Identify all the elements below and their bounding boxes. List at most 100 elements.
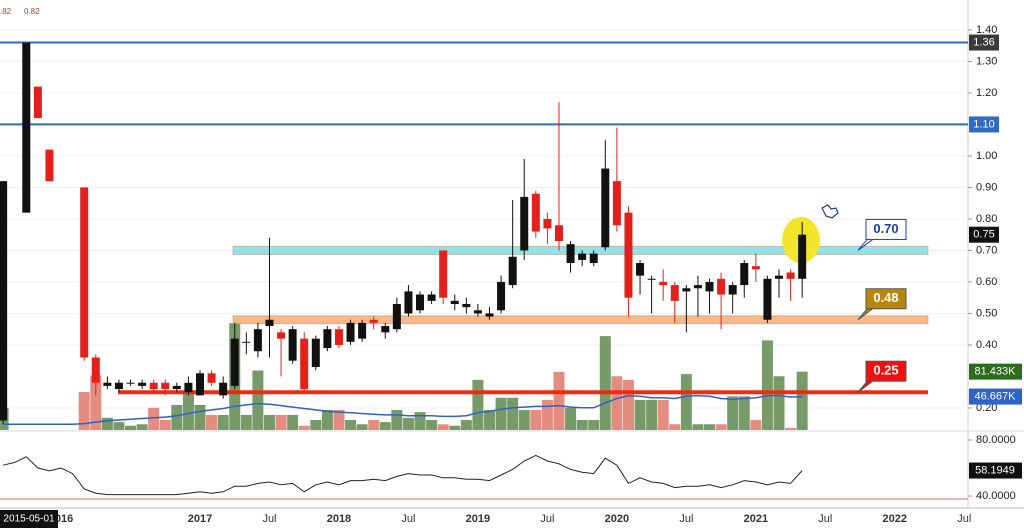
- callout-box: [865, 218, 907, 240]
- volume-badge-label: 81.433K: [975, 366, 1017, 378]
- candle-body: [207, 373, 216, 383]
- candle-body: [172, 385, 181, 390]
- x-tick-label: 2017: [188, 513, 212, 525]
- volume-bar: [356, 424, 368, 430]
- candle-body: [462, 303, 471, 308]
- volume-bar: [78, 392, 90, 430]
- candle-body: [717, 278, 726, 295]
- candle-body: [601, 168, 610, 248]
- volume-bar: [148, 407, 160, 430]
- volume-bar: [738, 396, 750, 430]
- x-tick-label: Jul: [262, 513, 276, 525]
- x-tick-label: Jul: [818, 513, 832, 525]
- volume-bar: [553, 371, 565, 430]
- volume-bar: [263, 414, 275, 430]
- callout-box: [865, 288, 907, 310]
- volume-bar: [101, 417, 113, 430]
- candle-body: [161, 382, 170, 390]
- volume-bar: [669, 424, 681, 430]
- level-badge-label: 1.36: [973, 36, 994, 48]
- volume-bar: [217, 414, 229, 430]
- y-tick-label: 0.20: [976, 402, 997, 414]
- volume-bar: [750, 419, 762, 430]
- volume-bar: [657, 399, 669, 430]
- candle-body: [45, 149, 54, 182]
- volume-bar: [391, 409, 403, 430]
- crosshair-date-box: [0, 510, 58, 528]
- candle-body: [682, 288, 691, 292]
- level-badge: [969, 34, 999, 51]
- x-tick-label: 2022: [883, 513, 907, 525]
- candle-body: [265, 319, 274, 327]
- rsi-tick-label: 80.0000: [976, 434, 1016, 446]
- volume-bar: [646, 399, 658, 430]
- y-tick-label: 1.30: [976, 55, 997, 67]
- volume-bar: [460, 419, 472, 430]
- candle-body: [578, 253, 587, 260]
- volume-bar: [472, 379, 484, 430]
- volume-bar: [611, 376, 623, 430]
- candle-body: [416, 294, 425, 311]
- rsi-pane: [2, 454, 803, 496]
- candle-body: [798, 234, 807, 279]
- candle-body: [450, 300, 459, 304]
- candle-body: [242, 341, 251, 343]
- candle-body: [404, 291, 413, 314]
- price-badge-label: 0.75: [973, 229, 994, 241]
- volume-ma-badge-label: 46.667K: [975, 390, 1017, 402]
- volume-bar: [785, 427, 797, 430]
- candle-body: [358, 322, 367, 339]
- candle-body: [114, 382, 123, 390]
- level-badge-label: 1.10: [973, 118, 994, 130]
- rsi-tick-label: 40.0000: [976, 490, 1016, 502]
- y-tick-label: 0.50: [976, 307, 997, 319]
- x-tick-label: 2020: [605, 513, 629, 525]
- volume-bar: [796, 371, 808, 430]
- callout-label: 0.48: [873, 290, 898, 305]
- volume-bar: [680, 374, 692, 430]
- x-tick-label: 2018: [327, 513, 351, 525]
- candle-body: [126, 382, 135, 384]
- candle-body: [763, 278, 772, 320]
- volume-bar: [449, 425, 461, 430]
- legend-value: 0.82: [24, 7, 40, 16]
- candle-body: [647, 278, 656, 280]
- candle-body: [786, 272, 795, 279]
- candle-body: [659, 281, 668, 286]
- candle-body: [693, 285, 702, 289]
- rsi-badge-label: 58.1949: [975, 464, 1015, 476]
- volume-bar: [704, 424, 716, 430]
- candle-body: [311, 338, 320, 367]
- candle-body: [728, 285, 737, 295]
- price-badge: [969, 226, 999, 243]
- volume-bar: [530, 409, 542, 430]
- volume-ma-line: [3, 394, 803, 426]
- volume-bar: [727, 396, 739, 430]
- level-zone: [232, 245, 929, 255]
- volume-bar: [402, 417, 414, 430]
- volume-bar: [333, 409, 345, 430]
- volume-bar: [368, 419, 380, 430]
- volume-bar: [484, 409, 495, 430]
- volume-bar: [240, 414, 252, 430]
- volume-ma-badge: [969, 388, 1022, 405]
- crosshair-date: 2015-05-01: [3, 514, 55, 525]
- volume-bar: [194, 404, 206, 430]
- volume-bar: [426, 419, 438, 430]
- candle-body: [277, 332, 286, 339]
- volume-bar: [321, 409, 333, 430]
- candle-body: [543, 218, 552, 229]
- candle-body: [775, 275, 783, 279]
- candle-body: [381, 326, 390, 333]
- candle-body: [80, 187, 89, 358]
- candle-body: [589, 253, 598, 264]
- candle-body: [427, 294, 436, 301]
- candle-body: [497, 281, 506, 311]
- candle-body: [184, 382, 193, 393]
- candle-body: [103, 382, 112, 386]
- volume-bar: [437, 424, 449, 430]
- volume-bar: [507, 397, 519, 430]
- candle-body: [91, 357, 100, 383]
- cursor-icon: [821, 204, 839, 219]
